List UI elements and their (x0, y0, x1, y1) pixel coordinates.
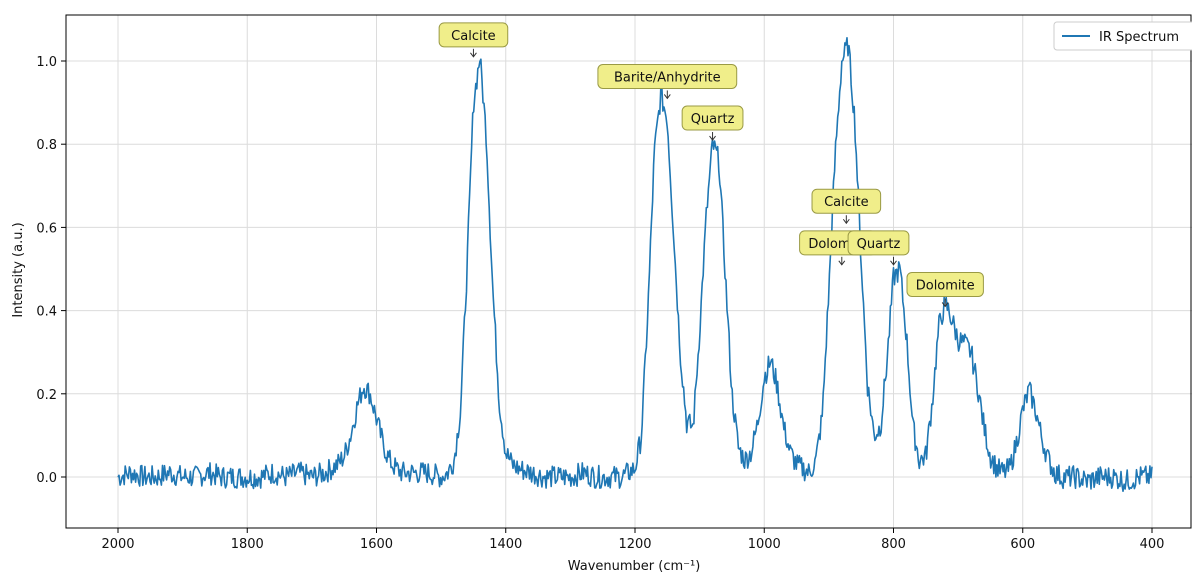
peak-annotation: Quartz (847, 230, 910, 266)
x-tick-label: 1800 (231, 537, 264, 552)
annotation-box (847, 230, 910, 256)
legend: IR Spectrum (1053, 21, 1192, 51)
annotation-box (597, 63, 738, 89)
legend-box (1053, 21, 1192, 51)
peak-annotation: Dolomite (906, 271, 984, 308)
peak-annotation: Calcite (811, 188, 882, 225)
annotation-label: Calcite (451, 29, 496, 44)
y-tick-label: 0.8 (36, 138, 57, 153)
annotation-label: Barite/Anhydrite (614, 70, 721, 85)
x-tick-label: 600 (1010, 537, 1035, 552)
peak-annotation: Calcite (438, 22, 509, 58)
axes-frame (65, 14, 1192, 529)
annotation-arrowhead (709, 135, 716, 141)
y-tick-label: 0.4 (36, 305, 57, 320)
y-tick-label: 0.0 (36, 471, 57, 486)
annotation-arrowhead (470, 52, 477, 58)
peak-annotation: Barite/Anhydrite (597, 63, 738, 100)
annotation-box (681, 105, 744, 131)
y-tick-label: 1.0 (36, 55, 57, 70)
x-tick-label: 2000 (101, 537, 134, 552)
x-tick-label: 1400 (489, 537, 522, 552)
annotations-layer: Calcite Barite/Anhydrite Quartz Calcite Dolo… (438, 22, 984, 308)
annotation-arrowhead (838, 260, 846, 266)
y-tick-label: 0.2 (36, 388, 57, 403)
annotation-arrowhead (663, 94, 671, 100)
annotation-arrowhead (890, 260, 897, 266)
x-tick-label: 800 (881, 537, 906, 552)
y-axis-title: Intensity (a.u.) (11, 222, 26, 317)
annotation-box (438, 22, 509, 48)
x-tick-label: 1600 (360, 537, 393, 552)
annotation-arrowhead (941, 302, 949, 308)
annotation-arrowhead (842, 218, 850, 225)
plot-area (66, 15, 1192, 528)
series-layer (117, 37, 1153, 492)
annotation-box (906, 271, 984, 297)
x-axis-title: Wavenumber (cm⁻¹) (568, 559, 701, 574)
annotation-box (811, 188, 882, 214)
legend-label: IR Spectrum (1099, 30, 1179, 45)
annotation-label: Quartz (691, 112, 735, 127)
axes: 2000 1800 1600 1400 1200 1000 800 600 400 0.0 0.2 0… (36, 14, 1192, 552)
y-tick-label: 0.6 (36, 221, 57, 236)
annotation-label: Dolomite (916, 278, 975, 293)
spectrum-line (117, 37, 1153, 492)
x-tick-label: 1000 (748, 537, 781, 552)
annotation-label: Quartz (857, 237, 901, 252)
x-tick-label: 400 (1140, 537, 1165, 552)
x-tick-label: 1200 (618, 537, 651, 552)
annotation-label: Calcite (824, 195, 869, 210)
peak-annotation: Quartz (681, 105, 744, 141)
